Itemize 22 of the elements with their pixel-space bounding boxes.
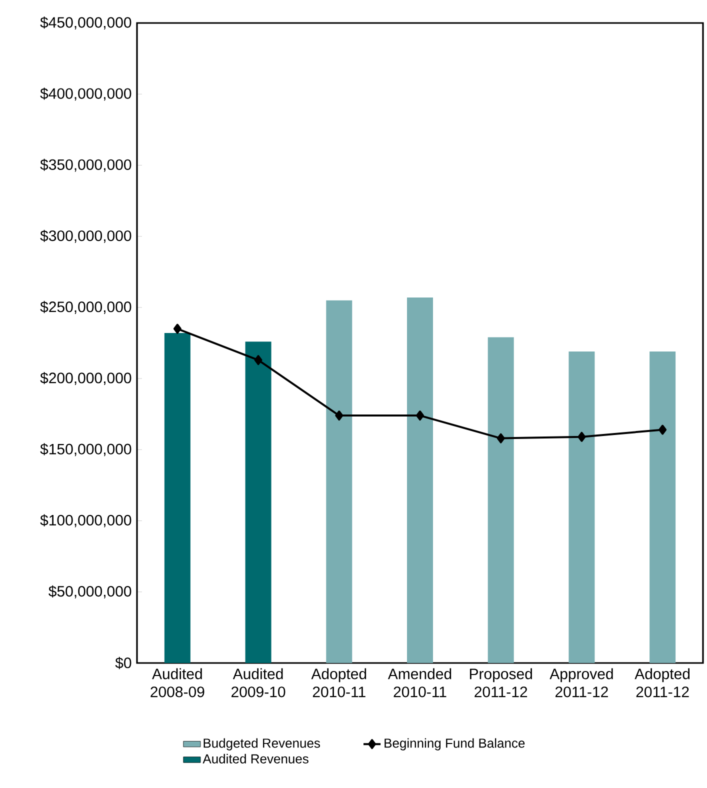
point [174,324,182,334]
x-tick-label: Approved 2011-12 [550,668,614,698]
y-tick-label: $400,000,000 [40,88,132,101]
point [658,424,667,435]
y-tick-label: $0 [115,656,132,670]
y-tick-label: $450,000,000 [40,16,132,30]
x-tick-label: Amended 2010-11 [388,668,452,698]
x-tick-label: Adopted 2010-11 [311,668,366,698]
legend-label: Beginning Fund Balance [384,738,525,750]
y-tick-label: $250,000,000 [40,300,132,314]
y-tick-label: $300,000,000 [40,230,132,243]
legend-label: Audited Revenues [202,754,309,764]
y-tick-label: $50,000,000 [48,585,132,598]
y-tick-label: $200,000,000 [40,372,132,386]
x-tick-label: Audited 2008-09 [150,668,204,698]
legend-label: Budgeted Revenues [204,738,320,750]
y-tick-label: $100,000,000 [40,514,132,528]
x-tick-label: Adopted 2011-12 [634,668,690,698]
x-tick-label: Audited 2009-10 [232,668,286,698]
x-tick-label: Proposed 2011-12 [470,668,532,698]
y-tick-label: $350,000,000 [40,158,132,172]
y-tick-label: $150,000,000 [40,443,132,456]
